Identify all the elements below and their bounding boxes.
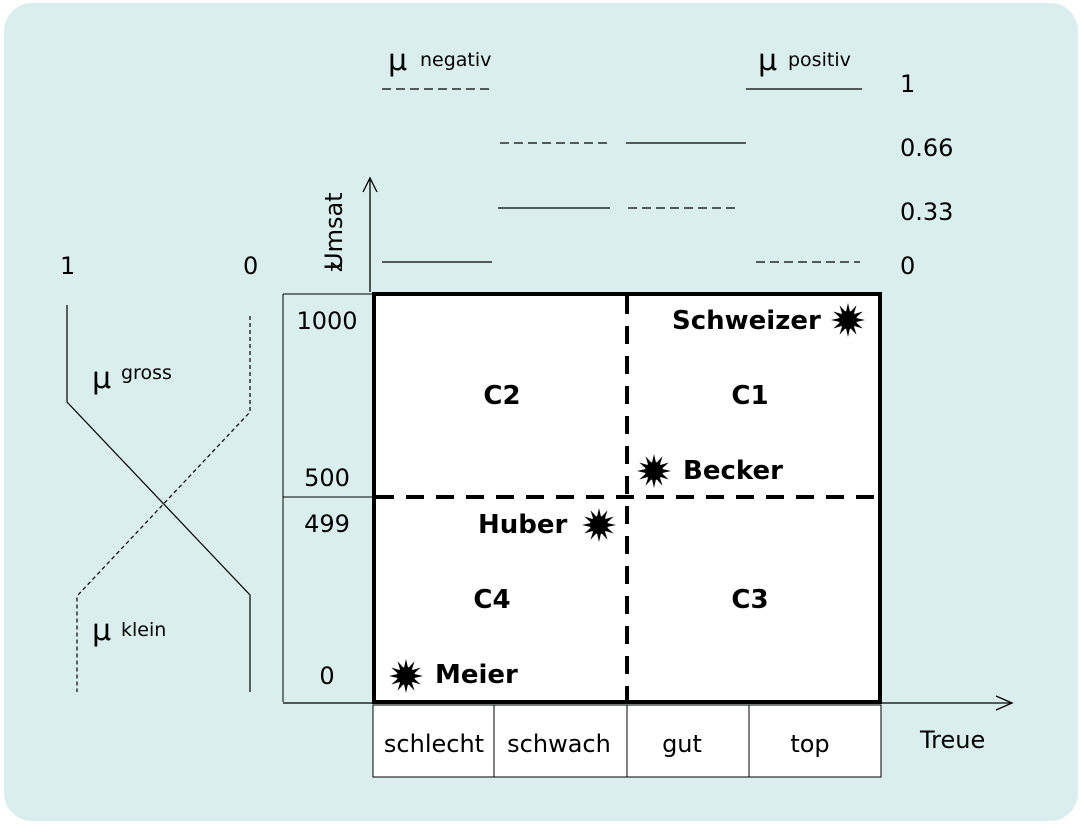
y-axis-arrowhead: [362, 176, 378, 193]
marker-center-dot: [397, 667, 415, 685]
customer-marker-icon: [389, 659, 423, 693]
left-value-one: 1: [60, 252, 75, 280]
customer-marker-icon: [637, 454, 671, 488]
x-category-label-schlecht: schlecht: [384, 730, 484, 758]
x-axis: Treue schlecht schwach gut top: [283, 695, 1014, 778]
x-category-label-schwach: schwach: [507, 730, 611, 758]
level-label: 0: [900, 252, 915, 280]
mu-gross-symbol: μ: [92, 361, 111, 396]
x-axis-label: Treue: [919, 726, 985, 754]
cluster-label-c3: C3: [731, 585, 768, 615]
x-category-label-top: top: [790, 730, 829, 758]
left-membership-functions: 1 0 μ gross μ klein: [60, 252, 258, 692]
y-tick-label: 1000: [296, 307, 357, 335]
y-axis-label: Umsat: [320, 192, 348, 270]
top-membership-functions: μ negativ μ positiv 1 0.66 0.33 0: [382, 43, 953, 280]
x-category-label-gut: gut: [662, 730, 702, 758]
marker-center-dot: [839, 311, 857, 329]
customer-label-huber: Huber: [478, 510, 568, 540]
y-tick-label: 0: [319, 662, 334, 690]
customer-marker-icon: [582, 508, 616, 542]
mu-positiv-symbol: μ: [758, 43, 777, 78]
customer-marker-icon: [831, 303, 865, 337]
cluster-label-c1: C1: [731, 381, 768, 411]
gross-label: gross: [121, 362, 172, 384]
cluster-label-c2: C2: [483, 381, 520, 411]
y-tick-label: 499: [304, 510, 350, 538]
x-axis-arrowhead: [995, 695, 1014, 711]
y-tick-column: 1000 500 499 0: [282, 293, 372, 702]
y-tick-label: 500: [304, 464, 350, 492]
mu-klein-symbol: μ: [92, 613, 111, 648]
level-label: 0.66: [900, 134, 953, 162]
y-axis-label-tail: z: [323, 262, 347, 273]
mu-gross-curve: [66, 305, 251, 692]
classification-grid: C2 C1 C4 C3 Schweizer Becker Huber Meier: [372, 292, 882, 704]
klein-label: klein: [121, 619, 166, 641]
marker-center-dot: [645, 462, 663, 480]
customer-label-becker: Becker: [683, 456, 783, 486]
cluster-label-c4: C4: [473, 585, 510, 615]
customer-label-meier: Meier: [435, 660, 518, 690]
level-label: 0.33: [900, 198, 953, 226]
negativ-label: negativ: [420, 49, 491, 71]
left-value-zero: 0: [243, 252, 258, 280]
y-axis: Umsat z: [320, 176, 378, 292]
customer-label-schweizer: Schweizer: [672, 306, 821, 336]
mu-negativ-symbol: μ: [388, 43, 407, 78]
marker-center-dot: [590, 516, 608, 534]
positiv-label: positiv: [788, 49, 851, 71]
level-label: 1: [900, 70, 915, 98]
